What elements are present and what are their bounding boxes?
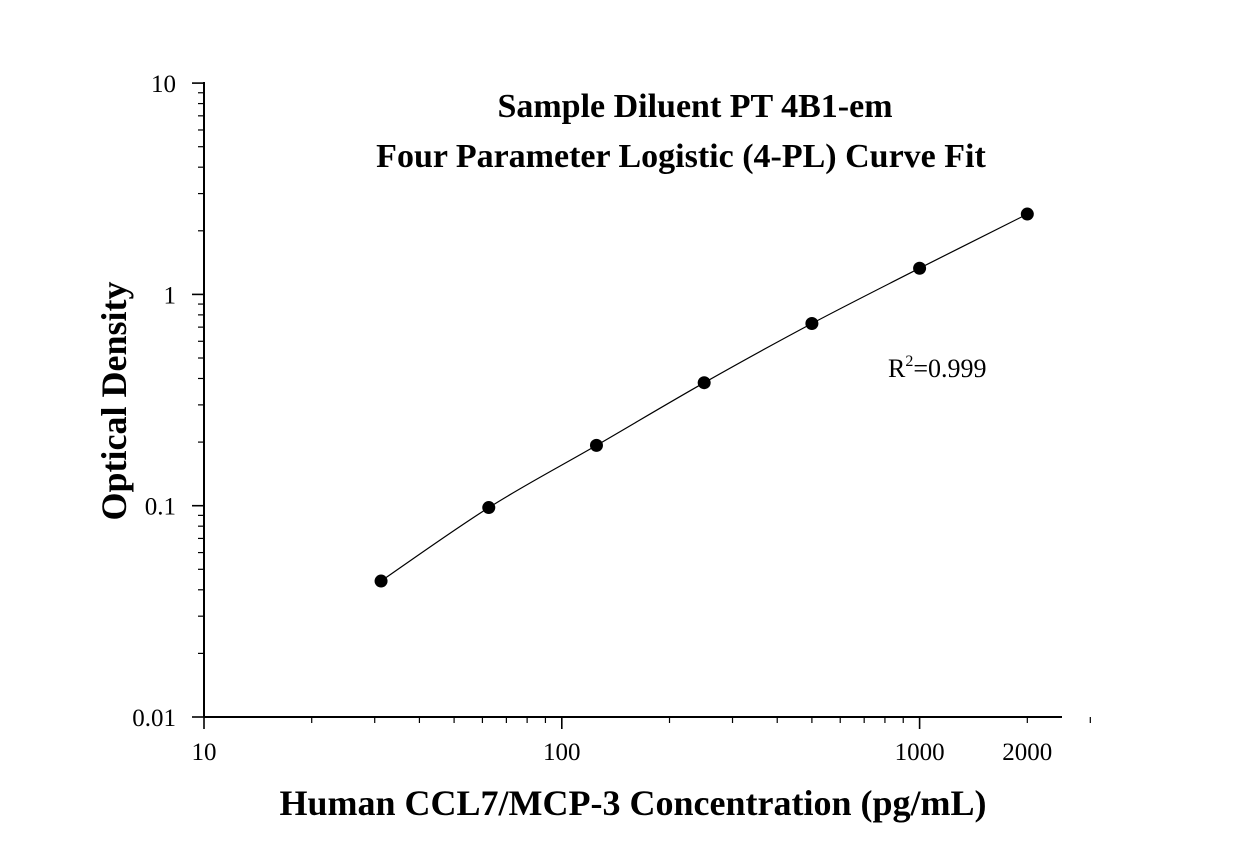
chart-title-line-2: Four Parameter Logistic (4-PL) Curve Fit bbox=[376, 138, 986, 175]
data-points bbox=[374, 207, 1034, 588]
fit-curve-group bbox=[380, 213, 1028, 582]
y-tick-label: 10 bbox=[151, 71, 176, 98]
data-point bbox=[589, 438, 603, 452]
y-axis-ticks: 0.01 0.1 1 10 bbox=[132, 71, 204, 732]
x-tick-label: 10 bbox=[192, 739, 217, 766]
data-point bbox=[913, 261, 927, 275]
fit-curve-line bbox=[380, 213, 1028, 582]
r-squared-superscript: 2 bbox=[905, 353, 913, 370]
x-axis-label: Human CCL7/MCP-3 Concentration (pg/mL) bbox=[280, 783, 987, 823]
data-point bbox=[374, 574, 388, 588]
r-squared-base: R bbox=[888, 354, 906, 383]
chart-title-line-1: Sample Diluent PT 4B1-em bbox=[497, 88, 892, 125]
axes bbox=[203, 82, 1062, 718]
x-tick-label: 2000 bbox=[1002, 739, 1052, 766]
y-tick-label: 0.01 bbox=[132, 705, 176, 732]
r-squared-annotation: R2=0.999 bbox=[888, 353, 987, 383]
x-axis-ticks: 10 100 1000 2000 bbox=[192, 717, 1091, 766]
data-point bbox=[697, 376, 711, 390]
data-point bbox=[482, 501, 496, 515]
y-axis-label: Optical Density bbox=[94, 282, 134, 521]
y-tick-label: 0.1 bbox=[145, 494, 176, 521]
data-point bbox=[805, 317, 819, 331]
x-tick-label: 100 bbox=[543, 739, 581, 766]
x-tick-label: 1000 bbox=[895, 739, 945, 766]
r-squared-value: =0.999 bbox=[913, 354, 986, 383]
y-tick-label: 1 bbox=[164, 282, 177, 309]
data-point bbox=[1020, 207, 1034, 221]
